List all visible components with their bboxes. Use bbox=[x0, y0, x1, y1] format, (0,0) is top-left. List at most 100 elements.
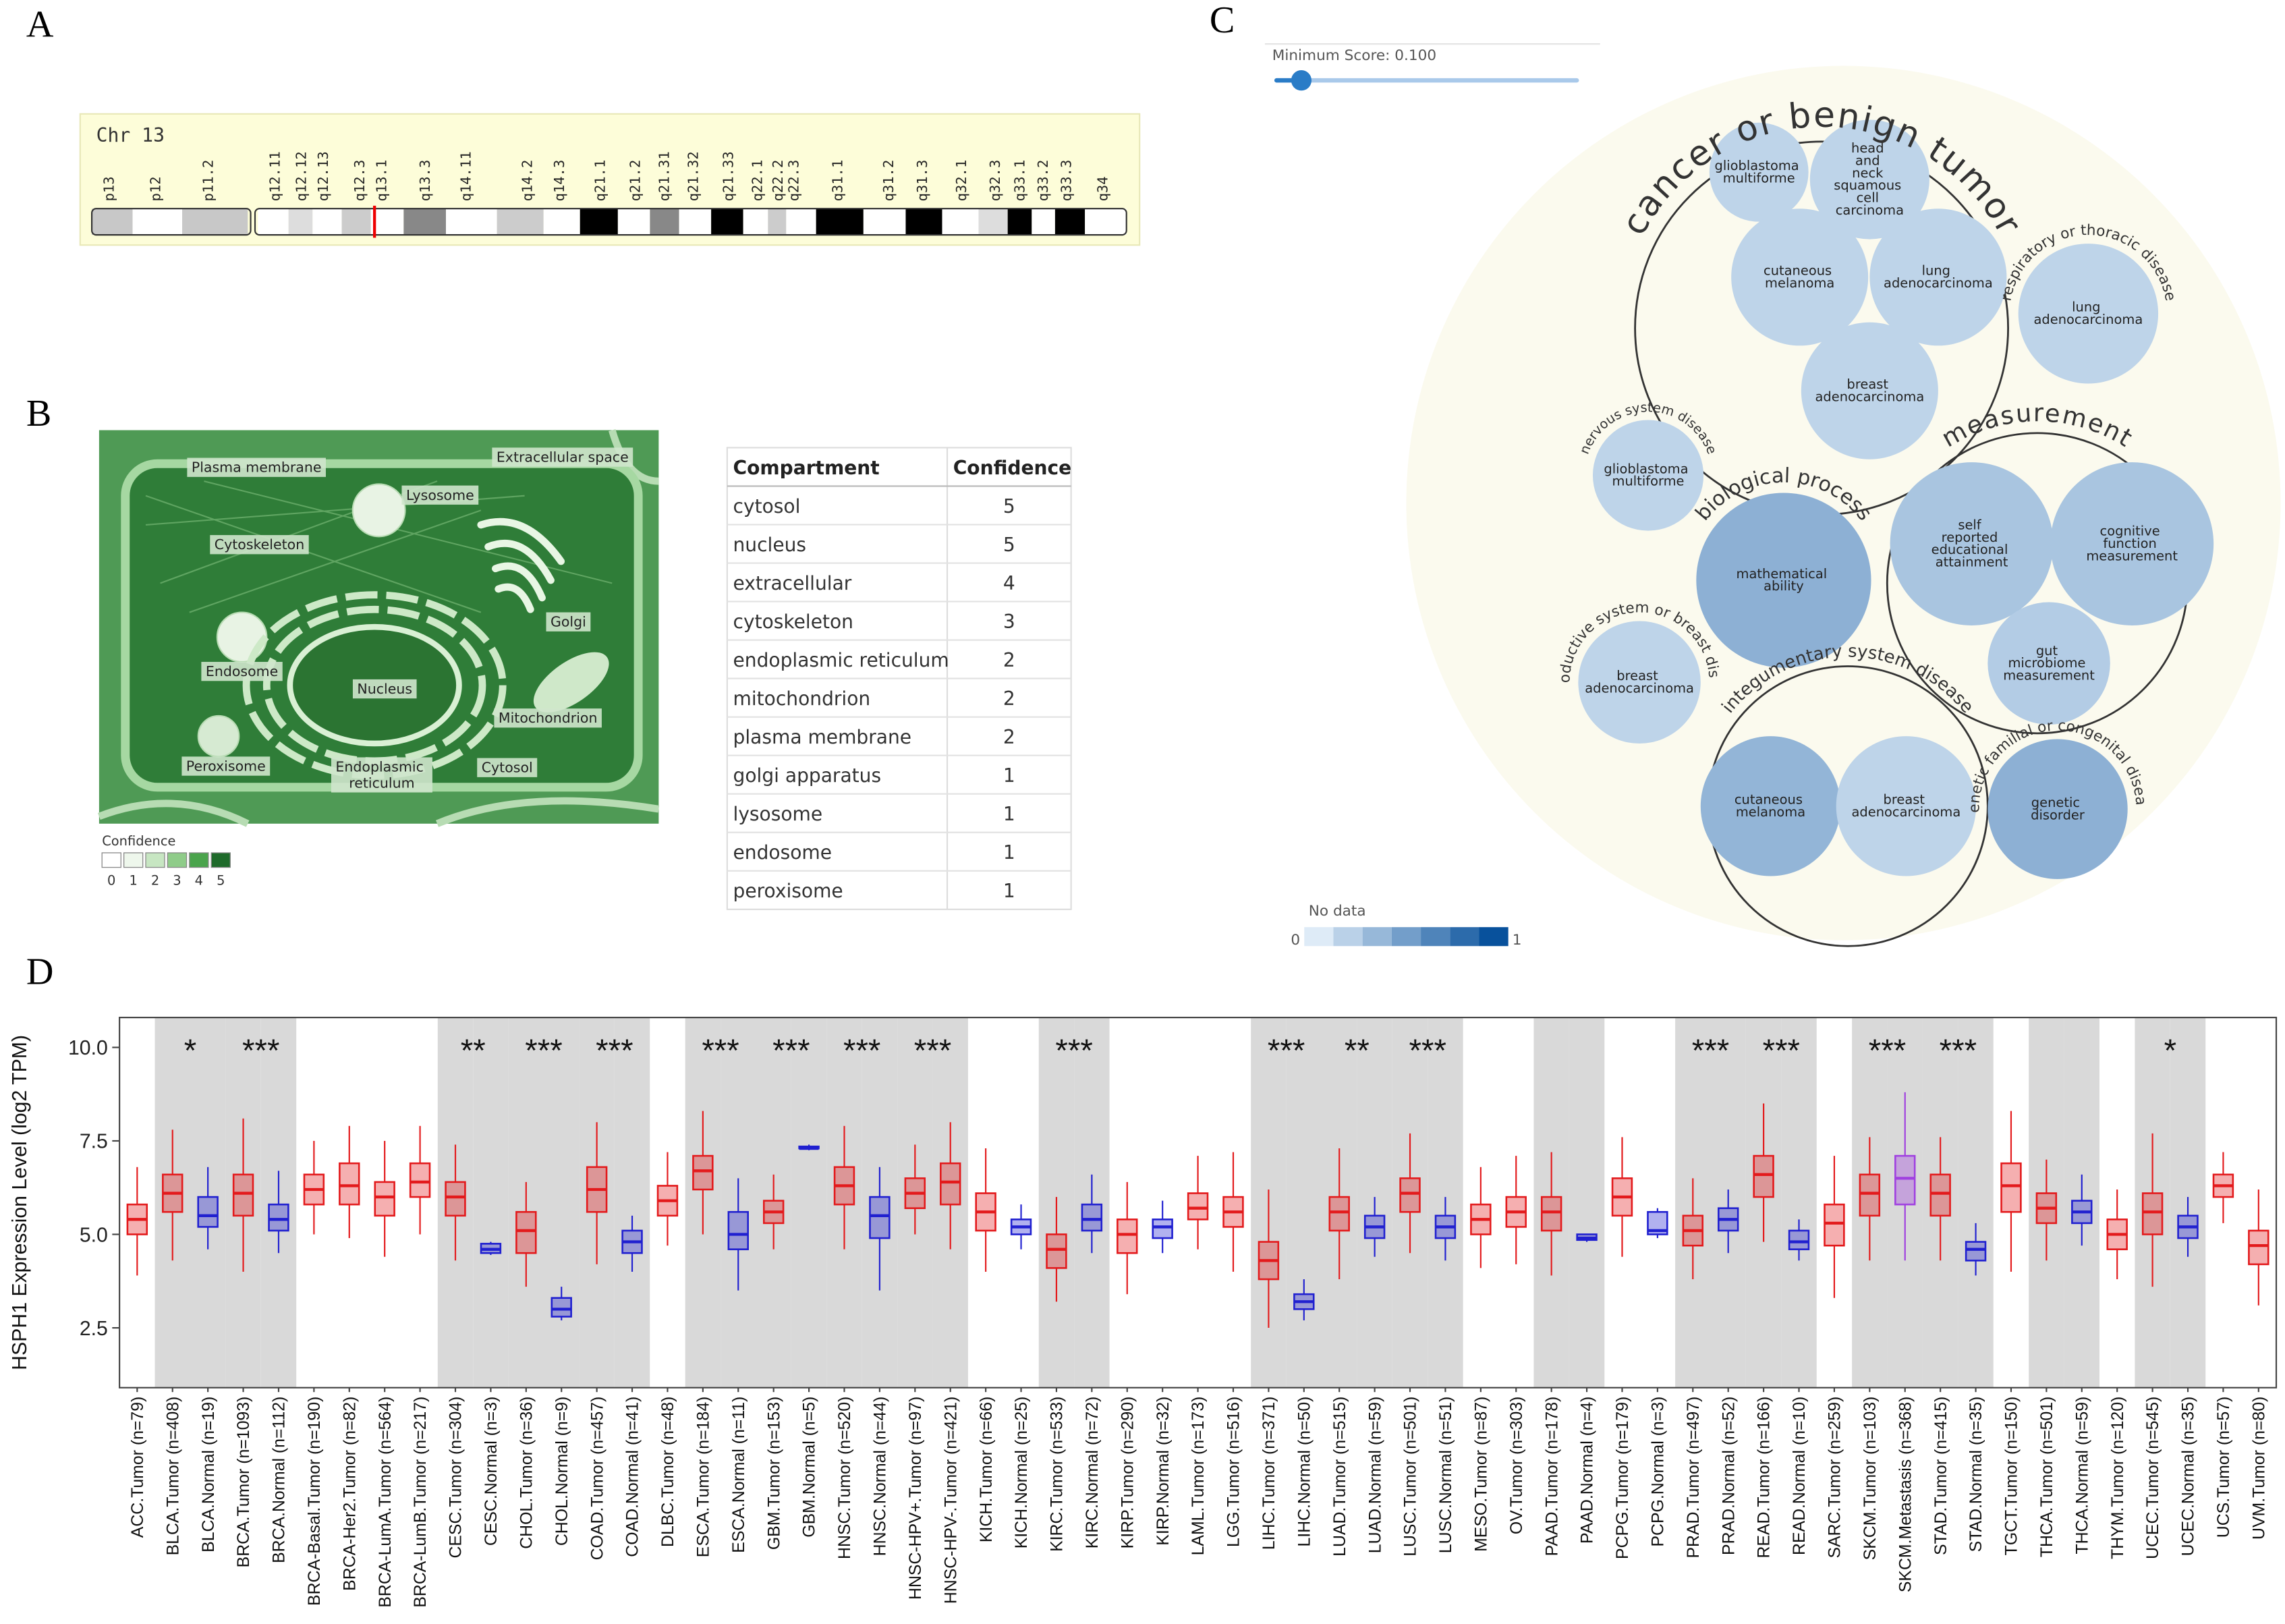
x-tick-label: CHOL.Tumor (n=36) bbox=[517, 1397, 536, 1549]
compartment-label: Nucleus bbox=[357, 681, 412, 697]
text-line: breast bbox=[1884, 791, 1929, 807]
chromosome-band bbox=[1054, 208, 1085, 235]
x-tick-label: LUSC.Normal (n=51) bbox=[1437, 1397, 1455, 1553]
chromosome-band bbox=[863, 208, 906, 235]
text-line: cutaneous bbox=[1734, 791, 1807, 807]
text-line: genetic bbox=[2031, 794, 2084, 810]
text-line: breast bbox=[1616, 668, 1662, 683]
leaf-label: cognitive function measurement bbox=[2086, 523, 2178, 563]
x-tick-label: LUSC.Tumor (n=501) bbox=[1402, 1397, 1420, 1557]
table-cell: 5 bbox=[1003, 534, 1015, 556]
table-cell: 2 bbox=[1003, 688, 1015, 710]
box bbox=[1081, 1203, 1103, 1232]
confidence-level: 0 bbox=[107, 873, 115, 889]
text-line: disorder bbox=[2031, 807, 2085, 822]
shade-band bbox=[579, 1017, 615, 1388]
x-tick-label: PCPG.Normal (n=3) bbox=[1649, 1397, 1668, 1547]
leaf-circle bbox=[1700, 736, 1841, 876]
x-tick-label: ACC.Tumor (n=79) bbox=[129, 1397, 147, 1538]
text-line: lung bbox=[1922, 262, 1955, 278]
compartment-label: Mitochondrion bbox=[499, 710, 598, 726]
band-label: q33.2 bbox=[1035, 160, 1051, 202]
x-tick-label: UVM.Tumor (n=80) bbox=[2250, 1397, 2268, 1540]
box bbox=[1788, 1229, 1810, 1250]
chromosome-band bbox=[679, 208, 712, 235]
shade-band bbox=[2064, 1017, 2099, 1388]
table-cell: mitochondrion bbox=[733, 688, 871, 710]
box bbox=[1117, 1219, 1138, 1254]
text-line: adenocarcinoma bbox=[1884, 275, 1993, 290]
compartment-label: Endoplasmic reticulum bbox=[335, 759, 428, 791]
box bbox=[1328, 1196, 1350, 1232]
text-line: melanoma bbox=[1736, 804, 1805, 820]
box bbox=[1824, 1203, 1845, 1247]
score-legend-swatch bbox=[1479, 927, 1508, 947]
text-line: lung bbox=[2072, 299, 2105, 314]
x-tick-label: KIRC.Normal (n=72) bbox=[1083, 1397, 1102, 1549]
text-line: and bbox=[1855, 152, 1884, 168]
x-tick-label: COAD.Tumor (n=457) bbox=[588, 1397, 606, 1561]
box bbox=[1152, 1219, 1173, 1239]
y-tick-label: 10.0 bbox=[68, 1037, 108, 1059]
confidence-swatch bbox=[167, 852, 188, 868]
label-box bbox=[331, 757, 432, 793]
x-tick-label: PRAD.Tumor (n=497) bbox=[1685, 1397, 1703, 1559]
x-tick-label: PCPG.Tumor (n=179) bbox=[1614, 1397, 1632, 1559]
confidence-swatch bbox=[189, 852, 209, 868]
x-tick-label: KICH.Tumor (n=66) bbox=[978, 1397, 996, 1542]
table-cell: plasma membrane bbox=[733, 726, 912, 748]
text-line: mathematical bbox=[1737, 565, 1832, 581]
text-line: cognitive bbox=[2100, 523, 2164, 538]
label-box bbox=[187, 457, 326, 477]
x-tick-label: UCS.Tumor (n=57) bbox=[2215, 1397, 2233, 1538]
table-cell: endoplasmic reticulum bbox=[733, 649, 949, 671]
label-box bbox=[546, 612, 591, 632]
table-cell: cytosol bbox=[733, 495, 801, 517]
band-label: q13.1 bbox=[373, 160, 389, 202]
x-tick-label: LIHC.Tumor (n=371) bbox=[1260, 1397, 1278, 1550]
score-legend-swatch bbox=[1333, 927, 1363, 947]
y-tick-label: 2.5 bbox=[80, 1318, 108, 1340]
compartment-label: Cytoskeleton bbox=[215, 536, 304, 553]
score-legend-swatch bbox=[1450, 927, 1479, 947]
box bbox=[515, 1210, 537, 1254]
leaf-label: genetic disorder bbox=[2031, 794, 2085, 822]
cell-legend-title: Confidence bbox=[102, 833, 175, 849]
slider-knob[interactable] bbox=[1291, 70, 1312, 91]
leaf-label: cutaneous melanoma bbox=[1764, 262, 1836, 290]
x-tick-label: KIRP.Tumor (n=290) bbox=[1119, 1397, 1137, 1549]
box bbox=[2141, 1192, 2164, 1235]
box bbox=[2000, 1162, 2022, 1213]
box bbox=[445, 1181, 466, 1217]
text-line: melanoma bbox=[1765, 275, 1834, 290]
text-line: self bbox=[1958, 517, 1985, 532]
score-legend-swatch bbox=[1421, 927, 1450, 947]
shade-band bbox=[2029, 1017, 2064, 1388]
text-line: microbiome bbox=[2008, 655, 2089, 671]
score-legend-swatch bbox=[1362, 927, 1392, 947]
significance-label: *** bbox=[1940, 1033, 1977, 1069]
x-tick-label: READ.Normal (n=10) bbox=[1790, 1397, 1809, 1555]
shade-band bbox=[544, 1017, 580, 1388]
text-line: adenocarcinoma bbox=[1585, 680, 1694, 696]
shade-band bbox=[1781, 1017, 1817, 1388]
leaf-circle bbox=[1987, 739, 2128, 879]
panel-label: A bbox=[26, 3, 54, 45]
score-legend-max: 1 bbox=[1513, 932, 1522, 949]
y-tick-label: 5.0 bbox=[80, 1224, 108, 1246]
band-label: q33.1 bbox=[1012, 160, 1028, 202]
score-legend-min: 0 bbox=[1291, 932, 1300, 949]
x-tick-label: KICH.Normal (n=25) bbox=[1013, 1397, 1031, 1549]
leaf-circle bbox=[2018, 244, 2159, 384]
x-tick-label: MESO.Tumor (n=87) bbox=[1472, 1397, 1490, 1552]
significance-label: *** bbox=[1763, 1033, 1800, 1069]
x-tick-label: THCA.Tumor (n=501) bbox=[2038, 1397, 2056, 1557]
chromosome-band bbox=[1032, 208, 1055, 235]
x-tick-label: ESCA.Tumor (n=184) bbox=[695, 1397, 713, 1558]
x-tick-label: KIRP.Normal (n=32) bbox=[1154, 1397, 1173, 1546]
compartment-label: Lysosome bbox=[406, 487, 474, 503]
chromosome-p-arm bbox=[91, 208, 252, 236]
text-line: carcinoma bbox=[1836, 202, 1904, 217]
table-cell: 1 bbox=[1003, 764, 1015, 787]
leaf-label: head and neck squamous cell carcinoma bbox=[1834, 140, 1905, 218]
